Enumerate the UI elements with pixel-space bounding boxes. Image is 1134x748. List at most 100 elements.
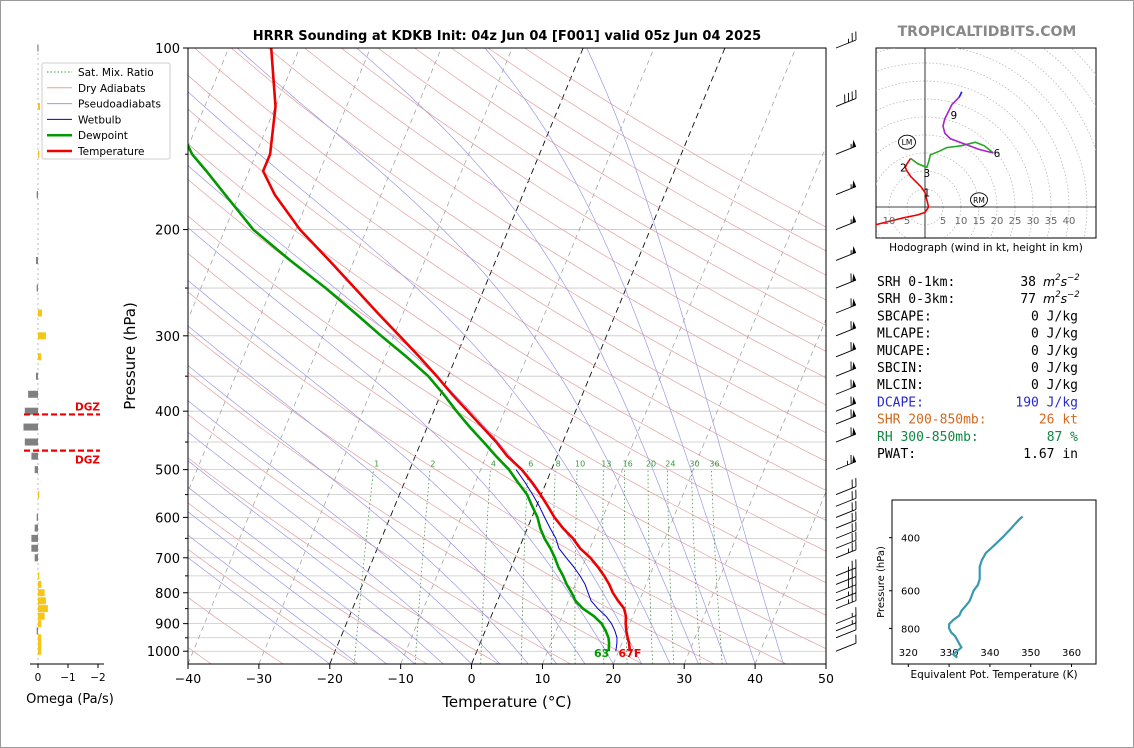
stat-value: 77 bbox=[1020, 292, 1036, 307]
hodo-tick-label: 35 bbox=[1045, 216, 1058, 227]
legend-entry: Pseudoadiabats bbox=[78, 99, 161, 111]
barb-flag bbox=[852, 396, 856, 405]
mixing-ratio-label: 36 bbox=[709, 460, 719, 469]
dry-adiabat bbox=[188, 331, 715, 664]
wind-barb bbox=[835, 634, 857, 652]
barb-flag bbox=[852, 245, 856, 254]
stat-value: 87 % bbox=[1047, 430, 1078, 445]
omega-bar bbox=[34, 466, 38, 474]
x-tick-label: −40 bbox=[175, 671, 201, 686]
omega-bar bbox=[38, 589, 45, 597]
wind-barb bbox=[835, 215, 857, 231]
barb-staff bbox=[835, 221, 857, 231]
mixing-ratio-line bbox=[711, 469, 723, 664]
barb-staff bbox=[835, 508, 857, 518]
omega-bar bbox=[38, 150, 40, 158]
y-tick-label: 700 bbox=[155, 552, 180, 567]
wind-barb bbox=[835, 409, 857, 425]
barb-staff bbox=[835, 304, 857, 314]
wind-barb bbox=[835, 427, 857, 443]
mixing-ratio-label: 20 bbox=[646, 460, 656, 469]
dry-adiabat bbox=[188, 108, 826, 521]
dry-adiabat bbox=[304, 48, 826, 379]
moist-adiabat bbox=[188, 400, 501, 664]
hodograph-caption: Hodograph (wind in kt, height in km) bbox=[889, 242, 1083, 254]
barb-staff bbox=[835, 567, 857, 577]
mixing-ratio-label: 8 bbox=[556, 460, 561, 469]
x-tick-label: 30 bbox=[676, 671, 692, 686]
hodo-tick-label: 30 bbox=[1027, 216, 1040, 227]
dry-adiabat bbox=[188, 74, 826, 491]
omega-bar bbox=[38, 332, 46, 340]
omega-bar bbox=[38, 634, 42, 642]
hodo-trace bbox=[876, 157, 930, 226]
barb-flag bbox=[852, 215, 856, 224]
hodo-height-label: 6 bbox=[994, 148, 1001, 160]
x-tick-label: 0 bbox=[468, 671, 476, 686]
y-tick-label: 1000 bbox=[147, 645, 180, 660]
wind-barb bbox=[835, 559, 857, 577]
omega-bar bbox=[38, 491, 40, 499]
thetae-y-tick-label: 600 bbox=[901, 587, 920, 598]
moist-adiabat bbox=[188, 279, 586, 664]
wind-barb bbox=[835, 567, 857, 585]
omega-bar bbox=[36, 191, 38, 199]
hodo-trace bbox=[910, 141, 994, 169]
barb-staff bbox=[835, 486, 857, 496]
barb-flag bbox=[852, 342, 856, 351]
surface-temp-label: 67F bbox=[619, 647, 642, 660]
moist-adiabat bbox=[188, 227, 614, 664]
x-tick-label: −30 bbox=[246, 671, 272, 686]
surface-dew-label: 63 bbox=[594, 647, 609, 660]
stat-label: MLCIN: bbox=[877, 378, 924, 393]
thetae-line bbox=[947, 515, 1024, 659]
dry-adiabat bbox=[188, 457, 499, 664]
barb-staff bbox=[835, 529, 857, 539]
hodo-height-label: 1 bbox=[923, 188, 930, 200]
legend-entry: Wetbulb bbox=[78, 114, 122, 126]
moist-adiabat bbox=[188, 91, 671, 664]
wind-barb bbox=[835, 31, 857, 49]
barb-staff bbox=[835, 549, 857, 559]
barb-staff bbox=[835, 348, 857, 358]
omega-bar bbox=[38, 612, 45, 620]
isotherm bbox=[683, 318, 826, 664]
thetae-panel: 320 330 340 350 360 400 600 800 bbox=[889, 515, 1081, 667]
hodo-height-label: 3 bbox=[923, 168, 930, 180]
wind-barb bbox=[835, 521, 857, 539]
omega-bar bbox=[36, 284, 38, 292]
legend: Sat. Mix. Ratio Dry Adiabats Pseudoadiabat… bbox=[41, 62, 171, 160]
barb-staff bbox=[835, 327, 857, 337]
storm-motion-label: LM bbox=[902, 138, 913, 147]
hodograph-frame bbox=[875, 47, 1097, 239]
hodo-tick-label: 40 bbox=[1063, 216, 1076, 227]
barb-flag bbox=[852, 361, 856, 370]
x-tick-label: 20 bbox=[605, 671, 621, 686]
mixing-ratio-label: 2 bbox=[430, 460, 435, 469]
hodo-tick-label: 25 bbox=[1009, 216, 1022, 227]
mixing-ratio-label: 30 bbox=[689, 460, 699, 469]
mixing-ratio-line bbox=[602, 469, 605, 664]
hodograph-grid bbox=[876, 48, 1096, 238]
dry-adiabat bbox=[188, 414, 571, 664]
series-temperature bbox=[261, 48, 632, 652]
stats-panel: SRH 0-1km: 38 m2s−2 SRH 0-3km: 77 m2s−2 SBCAPE… bbox=[877, 273, 1080, 462]
dgz-label: DGZ bbox=[75, 455, 100, 467]
thetae-x-tick-label: 320 bbox=[899, 648, 918, 659]
chart-title: HRRR Sounding at KDKB Init: 04z Jun 04 [… bbox=[253, 29, 761, 44]
wind-barb bbox=[835, 342, 857, 358]
barb-staff bbox=[835, 98, 857, 107]
stat-label: SHR 200-850mb: bbox=[877, 413, 987, 428]
stat-label: PWAT: bbox=[877, 447, 916, 462]
stat-value: 0 J/kg bbox=[1031, 309, 1078, 324]
stat-label: DCAPE: bbox=[877, 395, 924, 410]
omega-tick-label: −2 bbox=[90, 672, 105, 684]
hodo-tick-label: 10 bbox=[883, 216, 896, 227]
hodo-trace bbox=[958, 91, 963, 98]
isotherm bbox=[188, 48, 371, 493]
thetae-y-tick-label: 800 bbox=[901, 624, 920, 635]
mixing-ratio-line bbox=[353, 469, 374, 664]
barb-staff bbox=[835, 600, 857, 610]
omega-xlabel: Omega (Pa/s) bbox=[26, 692, 114, 707]
mixing-ratio-line bbox=[414, 469, 431, 664]
